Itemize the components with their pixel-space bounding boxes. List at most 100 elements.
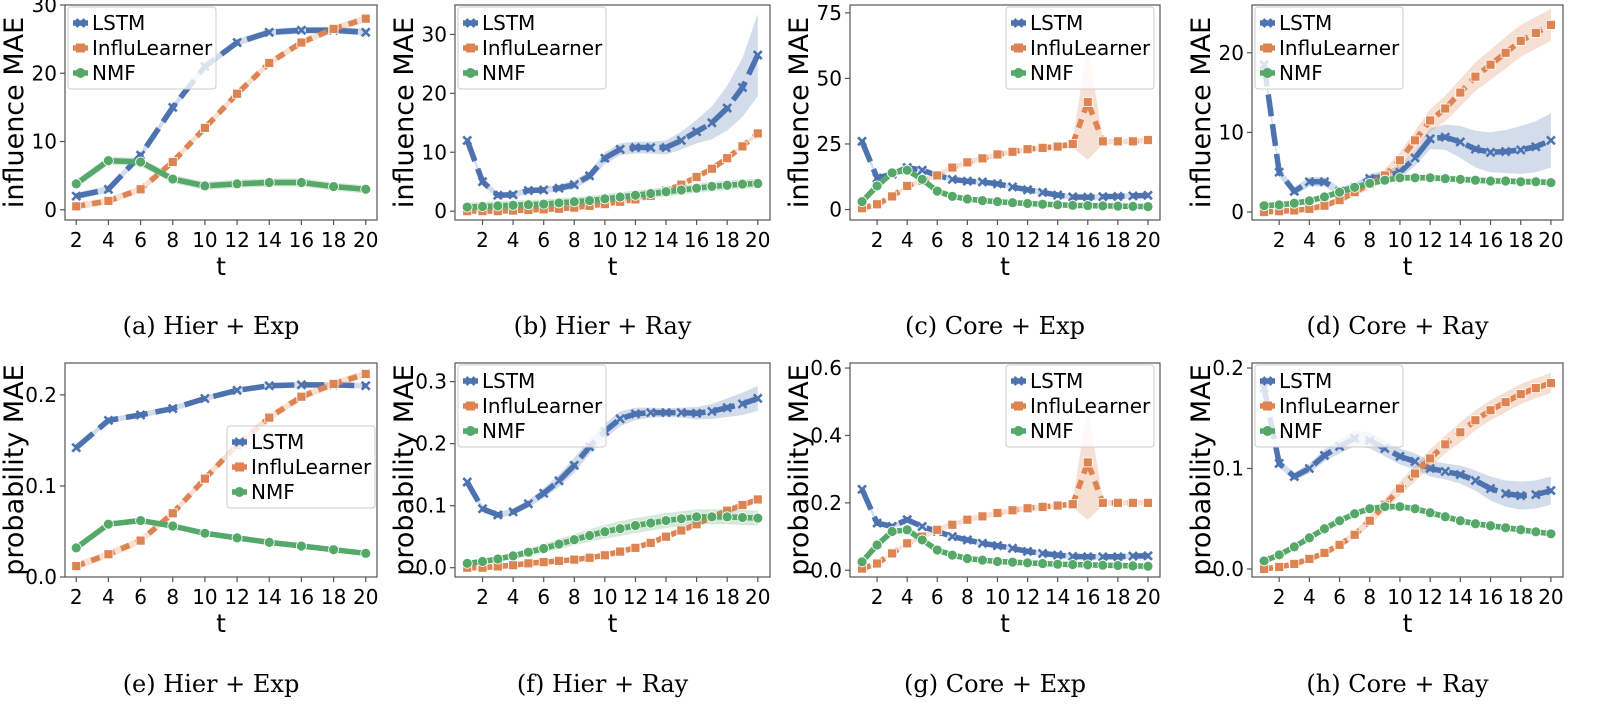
point-influlearner (977, 511, 988, 522)
x-tick-label: 8 (166, 585, 179, 609)
x-tick-label: 10 (1387, 228, 1412, 252)
point-nmf (871, 180, 883, 192)
point-lstm (477, 176, 488, 187)
line-influlearner (75, 371, 367, 569)
point-lstm (947, 174, 958, 185)
point-lstm (977, 538, 988, 549)
point-nmf (1052, 558, 1064, 570)
point-lstm (1007, 543, 1018, 554)
point-nmf (599, 193, 611, 205)
y-tick-label: 50 (817, 66, 842, 90)
point-nmf (721, 511, 733, 523)
point-nmf (477, 201, 488, 212)
chart-panel-e: 2 4 6 8 10 12 14 16 18 20 0.0 0.1 0.2 t probability MA… (0, 362, 378, 698)
point-influlearner (977, 153, 988, 164)
point-influlearner (264, 412, 275, 423)
point-influlearner (1097, 136, 1108, 147)
chart-panel-c: 2 4 6 8 10 12 14 16 18 20 0 25 50 75 t influence MAE LST… (784, 1, 1161, 340)
point-nmf (1515, 176, 1527, 188)
x-tick-label: 18 (714, 585, 739, 609)
y-tick-label: 0.4 (810, 423, 842, 447)
y-tick-label: 0.3 (415, 370, 447, 394)
point-nmf (961, 193, 973, 205)
point-lstm (264, 27, 275, 38)
point-influlearner (1410, 468, 1420, 479)
point-nmf (1022, 198, 1033, 209)
point-influlearner (1530, 27, 1541, 38)
x-tick-label: 12 (224, 585, 249, 609)
point-influlearner (722, 153, 733, 164)
point-nmf (461, 557, 473, 569)
point-influlearner (1128, 136, 1138, 147)
point-nmf (630, 189, 641, 201)
x-tick-label: 14 (653, 228, 678, 252)
x-axis-label: t (1000, 252, 1010, 281)
point-lstm (492, 510, 503, 520)
point-nmf (103, 155, 114, 167)
point-lstm (538, 185, 549, 195)
point-nmf (553, 197, 565, 209)
point-nmf (199, 527, 211, 539)
point-lstm (1530, 141, 1541, 152)
y-tick-label: 10 (1219, 120, 1244, 144)
x-tick-label: 12 (224, 228, 249, 252)
point-nmf (1303, 195, 1315, 207)
subfigure-caption: (f) Hier + Ray (517, 670, 689, 698)
legend-frame (226, 425, 376, 509)
point-nmf (1500, 522, 1512, 534)
point-influlearner (584, 552, 595, 563)
x-tick-label: 4 (507, 228, 520, 252)
point-nmf (522, 199, 534, 211)
point-nmf (553, 538, 565, 550)
point-influlearner (538, 557, 549, 568)
point-influlearner (992, 508, 1003, 518)
point-influlearner (1364, 515, 1375, 526)
point-nmf (931, 185, 943, 197)
point-nmf (1515, 524, 1527, 536)
point-influlearner (1410, 135, 1420, 146)
point-influlearner (1500, 47, 1511, 58)
point-influlearner (1349, 529, 1360, 540)
point-lstm (706, 117, 717, 128)
point-nmf (1052, 199, 1064, 211)
point-influlearner (360, 13, 371, 24)
y-tick-label: 20 (1219, 41, 1244, 65)
y-axis-label: probability MAE (0, 364, 30, 575)
x-tick-label: 16 (1478, 228, 1503, 252)
point-lstm (1143, 190, 1153, 201)
legend-label: LSTM (251, 430, 304, 454)
line-influlearner (1263, 22, 1553, 215)
y-tick-label: 0 (829, 198, 842, 222)
point-influlearner (554, 555, 564, 566)
point-nmf (992, 556, 1003, 567)
legend-label: InfluLearner (482, 36, 603, 60)
point-lstm (1425, 463, 1436, 474)
point-influlearner (1395, 155, 1405, 166)
y-tick-label: 30 (32, 0, 57, 17)
legend-marker-icon (1262, 68, 1273, 78)
legend-marker-icon (75, 68, 86, 78)
point-nmf (231, 532, 243, 544)
y-tick-label: 0.0 (415, 556, 447, 580)
legend-label: NMF (1030, 61, 1074, 85)
x-tick-label: 4 (1303, 585, 1316, 609)
point-lstm (1319, 450, 1330, 461)
point-influlearner (691, 172, 702, 182)
point-nmf (199, 180, 211, 192)
point-nmf (1273, 199, 1285, 211)
chart-panel-h: 2 4 6 8 10 12 14 16 18 20 0.0 0.1 0.2 t probability MA… (1186, 356, 1564, 698)
y-tick-label: 0 (44, 198, 57, 222)
point-lstm (1037, 548, 1048, 559)
point-lstm (1112, 191, 1123, 202)
point-lstm (722, 103, 733, 114)
x-tick-label: 6 (537, 228, 550, 252)
point-lstm (661, 142, 671, 153)
point-influlearner (1485, 405, 1496, 416)
legend-label: NMF (1030, 419, 1074, 443)
point-lstm (645, 142, 656, 153)
x-tick-label: 6 (931, 228, 944, 252)
point-influlearner (737, 500, 748, 510)
point-influlearner (71, 201, 82, 212)
point-nmf (1082, 200, 1094, 211)
